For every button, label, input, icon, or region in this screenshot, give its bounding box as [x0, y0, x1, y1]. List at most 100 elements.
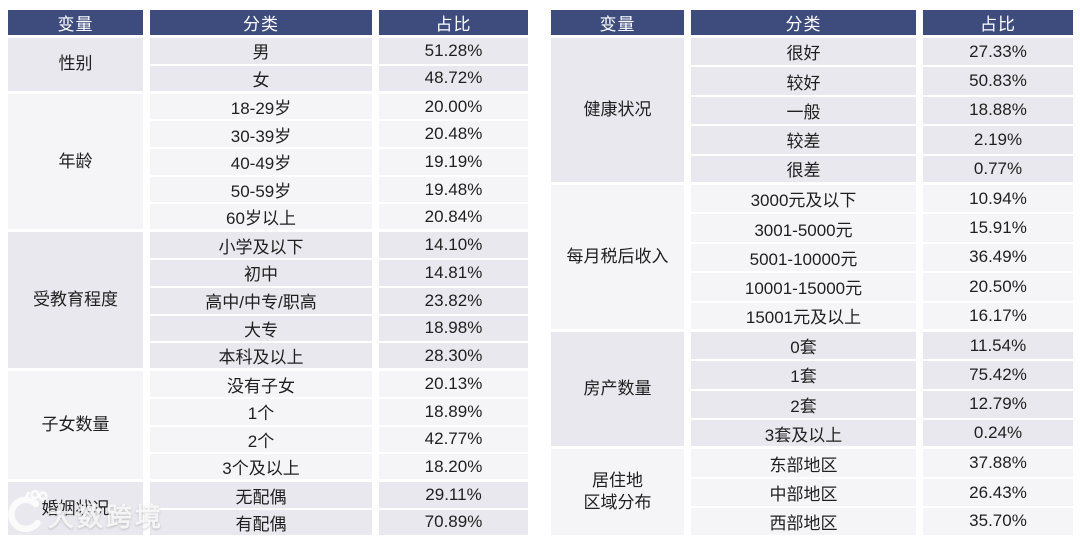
ratio-cell: 37.88% [916, 449, 1073, 479]
ratio-cell: 42.77% [372, 426, 528, 455]
ratio-cell: 35.70% [916, 508, 1073, 538]
ratio-cell: 14.81% [372, 260, 528, 288]
table-row: 受教育程度 小学及以下 14.10% [8, 232, 528, 372]
group-education: 受教育程度 小学及以下 14.10% 初中 14.81% 高中/中专/职高 23… [8, 232, 528, 372]
variable-cell: 子女数量 [8, 371, 143, 483]
ratio-cell: 18.89% [372, 398, 528, 427]
ratio-cell: 18.98% [372, 315, 528, 344]
ratio-cell: 12.79% [916, 390, 1073, 421]
variable-cell: 健康状况 [551, 38, 684, 185]
ratio-cell: 0.77% [916, 155, 1073, 185]
ratio-cell: 75.42% [916, 361, 1073, 391]
category-cell: 较差 [684, 126, 916, 156]
ratio-cell: 0.24% [916, 420, 1073, 450]
ratio-cell: 27.33% [916, 38, 1073, 68]
column-header-ratio: 占比 [916, 10, 1073, 38]
column-header-category: 分类 [684, 10, 916, 38]
table-header-row: 变量 分类 占比 [551, 10, 1073, 38]
category-cell: 有配偶 [143, 509, 372, 538]
category-cell: 3个及以上 [143, 454, 372, 483]
ratio-cell: 26.43% [916, 478, 1073, 509]
category-cell: 很差 [684, 155, 916, 185]
table-row: 大专 18.98% [8, 315, 528, 344]
column-header-ratio: 占比 [372, 10, 528, 38]
category-cell: 初中 [143, 260, 372, 288]
group-region: 居住地 区域分布 东部地区 37.88% 中部地区 26.43% 西部地区 35… [551, 449, 1073, 538]
ratio-cell: 14.10% [372, 232, 528, 261]
ratio-cell: 18.88% [916, 96, 1073, 127]
category-cell: 3套及以上 [684, 420, 916, 450]
table-row: 居住地 区域分布 东部地区 37.88% [551, 449, 1073, 538]
table-row: 2套 12.79% [551, 390, 1073, 421]
category-cell: 没有子女 [143, 371, 372, 399]
table-row: 初中 14.81% [8, 260, 528, 288]
column-header-variable: 变量 [8, 10, 143, 38]
category-cell: 1个 [143, 398, 372, 427]
category-cell: 东部地区 [684, 449, 916, 479]
variable-cell: 每月税后收入 [551, 184, 684, 332]
category-cell: 5001-10000元 [684, 243, 916, 274]
category-cell: 40-49岁 [143, 149, 372, 177]
ratio-cell: 11.54% [916, 331, 1073, 362]
ratio-cell: 28.30% [372, 343, 528, 372]
ratio-cell: 36.49% [916, 243, 1073, 274]
category-cell: 西部地区 [684, 508, 916, 538]
ratio-cell: 19.19% [372, 149, 528, 177]
table-row: 10001-15000元 20.50% [551, 273, 1073, 303]
variable-cell: 居住地 区域分布 [551, 449, 684, 538]
category-cell: 大专 [143, 315, 372, 344]
table-row: 性别 男 51.28% [8, 38, 528, 94]
group-income: 每月税后收入 3000元及以下 10.94% 3001-5000元 15.91%… [551, 184, 1073, 332]
ratio-cell: 20.13% [372, 371, 528, 399]
variable-cell: 性别 [8, 38, 143, 94]
ratio-cell: 51.28% [372, 38, 528, 66]
variable-cell: 年龄 [8, 93, 143, 233]
table-row: 健康状况 很好 27.33% [551, 38, 1073, 185]
table-row: 30-39岁 20.48% [8, 121, 528, 150]
ratio-cell: 70.89% [372, 509, 528, 538]
category-cell: 中部地区 [684, 478, 916, 509]
column-header-variable: 变量 [551, 10, 684, 38]
ratio-cell: 20.48% [372, 121, 528, 150]
table-row: 很差 0.77% [551, 155, 1073, 185]
group-gender: 性别 男 51.28% 女 48.72% [8, 38, 528, 94]
ratio-cell: 15.91% [916, 214, 1073, 244]
column-header-category: 分类 [143, 10, 372, 38]
category-cell: 本科及以上 [143, 343, 372, 372]
category-cell: 很好 [684, 38, 916, 68]
category-cell: 1套 [684, 361, 916, 391]
ratio-cell: 19.48% [372, 176, 528, 205]
table-row: 子女数量 没有子女 20.13% [8, 371, 528, 483]
table-row: 3001-5000元 15.91% [551, 214, 1073, 244]
table-row: 3个及以上 18.20% [8, 454, 528, 483]
category-cell: 50-59岁 [143, 176, 372, 205]
table-row: 50-59岁 19.48% [8, 176, 528, 205]
variable-cell: 受教育程度 [8, 232, 143, 372]
demographics-table-right: 变量 分类 占比 健康状况 很好 27.33% 较好 50.83% 一般 18.… [551, 10, 1073, 538]
table-row: 5001-10000元 36.49% [551, 243, 1073, 274]
ratio-cell: 18.20% [372, 454, 528, 483]
group-property: 房产数量 0套 11.54% 1套 75.42% 2套 12.79% 3套及以上… [551, 331, 1073, 450]
table-row: 每月税后收入 3000元及以下 10.94% [551, 184, 1073, 332]
category-cell: 小学及以下 [143, 232, 372, 261]
category-cell: 18-29岁 [143, 93, 372, 122]
table-header-row: 变量 分类 占比 [8, 10, 528, 38]
demographics-table-left: 变量 分类 占比 性别 男 51.28% 女 48.72% 年龄 18-29岁 … [8, 10, 528, 538]
table-row: 2个 42.77% [8, 426, 528, 455]
category-cell: 15001元及以上 [684, 302, 916, 332]
category-cell: 3000元及以下 [684, 184, 916, 215]
table-row: 较好 50.83% [551, 67, 1073, 97]
variable-cell: 婚姻状况 [8, 482, 143, 538]
table-row: 中部地区 26.43% [551, 478, 1073, 509]
table-row: 较差 2.19% [551, 126, 1073, 156]
group-age: 年龄 18-29岁 20.00% 30-39岁 20.48% 40-49岁 19… [8, 93, 528, 233]
table-row: 15001元及以上 16.17% [551, 302, 1073, 332]
group-marital: 婚姻状况 无配偶 29.11% 有配偶 70.89% [8, 482, 528, 538]
group-health: 健康状况 很好 27.33% 较好 50.83% 一般 18.88% 较差 2.… [551, 38, 1073, 185]
ratio-cell: 20.50% [916, 273, 1073, 303]
category-cell: 女 [143, 65, 372, 94]
category-cell: 30-39岁 [143, 121, 372, 150]
category-cell: 2套 [684, 390, 916, 421]
table-row: 婚姻状况 无配偶 29.11% [8, 482, 528, 538]
